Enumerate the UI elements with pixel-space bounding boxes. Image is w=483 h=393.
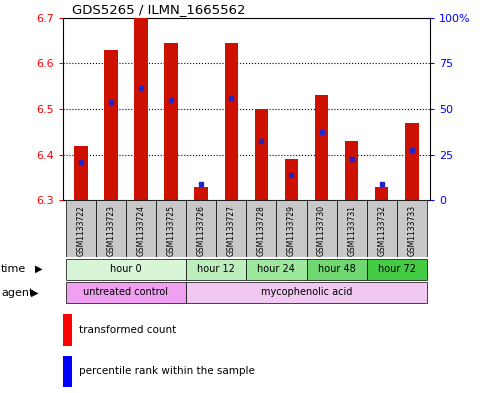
Bar: [195, 187, 208, 200]
Bar: [66, 200, 96, 257]
Text: time: time: [1, 264, 26, 274]
Bar: [375, 187, 388, 200]
Text: GDS5265 / ILMN_1665562: GDS5265 / ILMN_1665562: [72, 3, 246, 16]
Bar: [186, 282, 427, 303]
Text: GSM1133731: GSM1133731: [347, 205, 356, 256]
Bar: [284, 159, 298, 200]
Bar: [255, 109, 268, 200]
Text: mycophenolic acid: mycophenolic acid: [261, 287, 352, 298]
Bar: [66, 259, 186, 280]
Bar: [367, 259, 427, 280]
Bar: [246, 259, 307, 280]
Bar: [276, 200, 307, 257]
Bar: [134, 18, 148, 200]
Text: GSM1133724: GSM1133724: [137, 205, 145, 256]
Bar: [74, 145, 87, 200]
Text: GSM1133729: GSM1133729: [287, 205, 296, 256]
Bar: [246, 200, 276, 257]
Bar: [126, 200, 156, 257]
Text: GSM1133728: GSM1133728: [257, 205, 266, 256]
Bar: [216, 200, 246, 257]
Text: GSM1133725: GSM1133725: [167, 205, 176, 256]
Text: untreated control: untreated control: [84, 287, 169, 298]
Bar: [96, 200, 126, 257]
Bar: [367, 200, 397, 257]
Bar: [405, 123, 419, 200]
Bar: [63, 356, 72, 387]
Bar: [66, 282, 186, 303]
Bar: [315, 95, 328, 200]
Bar: [104, 50, 118, 200]
Bar: [63, 314, 72, 346]
Text: GSM1133730: GSM1133730: [317, 205, 326, 256]
Text: GSM1133733: GSM1133733: [407, 205, 416, 256]
Text: hour 12: hour 12: [197, 264, 235, 274]
Bar: [225, 43, 238, 200]
Bar: [164, 43, 178, 200]
Text: ▶: ▶: [35, 264, 43, 274]
Text: GSM1133723: GSM1133723: [106, 205, 115, 256]
Bar: [397, 200, 427, 257]
Bar: [345, 141, 358, 200]
Bar: [307, 200, 337, 257]
Text: hour 72: hour 72: [378, 264, 416, 274]
Bar: [156, 200, 186, 257]
Text: percentile rank within the sample: percentile rank within the sample: [79, 366, 255, 376]
Text: ▶: ▶: [31, 288, 39, 298]
Bar: [337, 200, 367, 257]
Text: GSM1133726: GSM1133726: [197, 205, 206, 256]
Bar: [186, 200, 216, 257]
Text: hour 48: hour 48: [318, 264, 355, 274]
Text: hour 24: hour 24: [257, 264, 296, 274]
Text: hour 0: hour 0: [110, 264, 142, 274]
Text: GSM1133722: GSM1133722: [76, 205, 85, 256]
Text: GSM1133727: GSM1133727: [227, 205, 236, 256]
Text: agent: agent: [1, 288, 33, 298]
Text: GSM1133732: GSM1133732: [377, 205, 386, 256]
Bar: [186, 259, 246, 280]
Text: transformed count: transformed count: [79, 325, 177, 335]
Bar: [307, 259, 367, 280]
